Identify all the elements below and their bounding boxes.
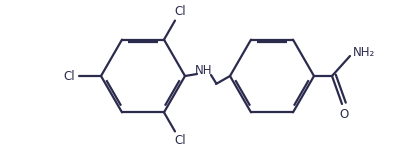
Text: O: O bbox=[339, 107, 348, 120]
Text: Cl: Cl bbox=[174, 5, 186, 18]
Text: NH: NH bbox=[195, 65, 213, 77]
Text: Cl: Cl bbox=[174, 134, 186, 147]
Text: Cl: Cl bbox=[63, 69, 75, 83]
Text: NH₂: NH₂ bbox=[353, 45, 375, 59]
